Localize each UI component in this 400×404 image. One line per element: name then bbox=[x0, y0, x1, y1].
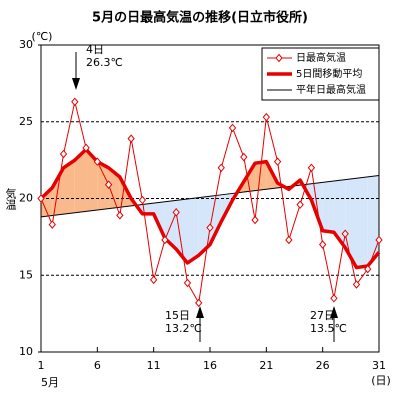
x-unit: (日) bbox=[371, 374, 391, 387]
point bbox=[240, 152, 248, 162]
fill-area bbox=[41, 187, 53, 217]
x-tick-label: 31 bbox=[372, 359, 386, 372]
point bbox=[352, 280, 361, 289]
annotation: 26.3℃ bbox=[86, 56, 123, 69]
point bbox=[319, 240, 327, 249]
point bbox=[183, 278, 192, 288]
x-tick-label: 6 bbox=[94, 359, 101, 372]
y-tick-label: 20 bbox=[19, 192, 33, 205]
point bbox=[341, 229, 349, 239]
legend-marker bbox=[275, 53, 283, 63]
annotation: 13.2℃ bbox=[165, 322, 202, 335]
fill-area bbox=[187, 197, 199, 263]
fill-area bbox=[142, 203, 154, 214]
x-tick-label: 26 bbox=[316, 359, 330, 372]
x-tick-label: 16 bbox=[203, 359, 217, 372]
point bbox=[273, 157, 282, 166]
point bbox=[116, 211, 124, 220]
point bbox=[127, 134, 135, 143]
point bbox=[71, 97, 79, 107]
fill-area bbox=[74, 149, 87, 213]
point bbox=[161, 235, 169, 245]
fill-area bbox=[63, 160, 75, 215]
fill-area bbox=[210, 194, 222, 245]
annotation: 27日 bbox=[310, 309, 335, 322]
chart-title: 5月の日最高気温の推移(日立市役所) bbox=[92, 10, 308, 26]
point bbox=[104, 180, 113, 189]
point bbox=[82, 143, 90, 153]
point bbox=[364, 264, 372, 274]
point bbox=[195, 298, 203, 308]
arrow-head bbox=[330, 306, 338, 318]
x-tick-label: 21 bbox=[259, 359, 273, 372]
point bbox=[296, 200, 304, 209]
fill-area bbox=[356, 176, 368, 268]
fill-area bbox=[97, 161, 109, 211]
annotation: 15日 bbox=[165, 309, 190, 322]
series-line bbox=[40, 174, 380, 218]
point bbox=[59, 149, 68, 159]
point bbox=[217, 163, 225, 173]
point bbox=[375, 235, 383, 245]
y-tick-label: 30 bbox=[19, 38, 33, 51]
point bbox=[285, 235, 293, 245]
point bbox=[206, 223, 214, 232]
x-tick-label: 11 bbox=[147, 359, 161, 372]
legend-label: 平年日最高気温 bbox=[296, 83, 366, 96]
fill-area bbox=[86, 149, 98, 212]
fill-area bbox=[198, 196, 210, 256]
y-tick-label: 10 bbox=[19, 345, 33, 358]
point bbox=[138, 195, 147, 205]
fill-area bbox=[255, 161, 267, 191]
arrow-head bbox=[72, 78, 80, 90]
point bbox=[37, 194, 45, 203]
x-tick-label: 1 bbox=[38, 359, 45, 372]
point bbox=[172, 208, 180, 217]
y-tick-label: 25 bbox=[19, 115, 33, 128]
x-axis-label: 5月 bbox=[41, 376, 59, 389]
legend-label: 5日間移動平均 bbox=[296, 67, 362, 80]
point bbox=[228, 123, 237, 133]
point bbox=[93, 157, 101, 166]
arrow-head bbox=[196, 306, 204, 318]
point bbox=[251, 215, 259, 225]
y-tick-label: 15 bbox=[19, 268, 33, 281]
annotation: 4日 bbox=[86, 43, 104, 56]
fill-area bbox=[176, 198, 188, 263]
point bbox=[150, 275, 158, 285]
point bbox=[330, 294, 338, 303]
point bbox=[262, 112, 270, 122]
annotation: 13.5℃ bbox=[310, 322, 347, 335]
fill-area bbox=[322, 181, 334, 233]
y-unit: (℃) bbox=[32, 30, 53, 43]
fill-area bbox=[333, 179, 346, 248]
point bbox=[307, 163, 316, 173]
legend-label: 日最高気温 bbox=[296, 51, 346, 64]
point bbox=[48, 220, 56, 229]
y-axis-label: 気温 bbox=[4, 187, 17, 210]
